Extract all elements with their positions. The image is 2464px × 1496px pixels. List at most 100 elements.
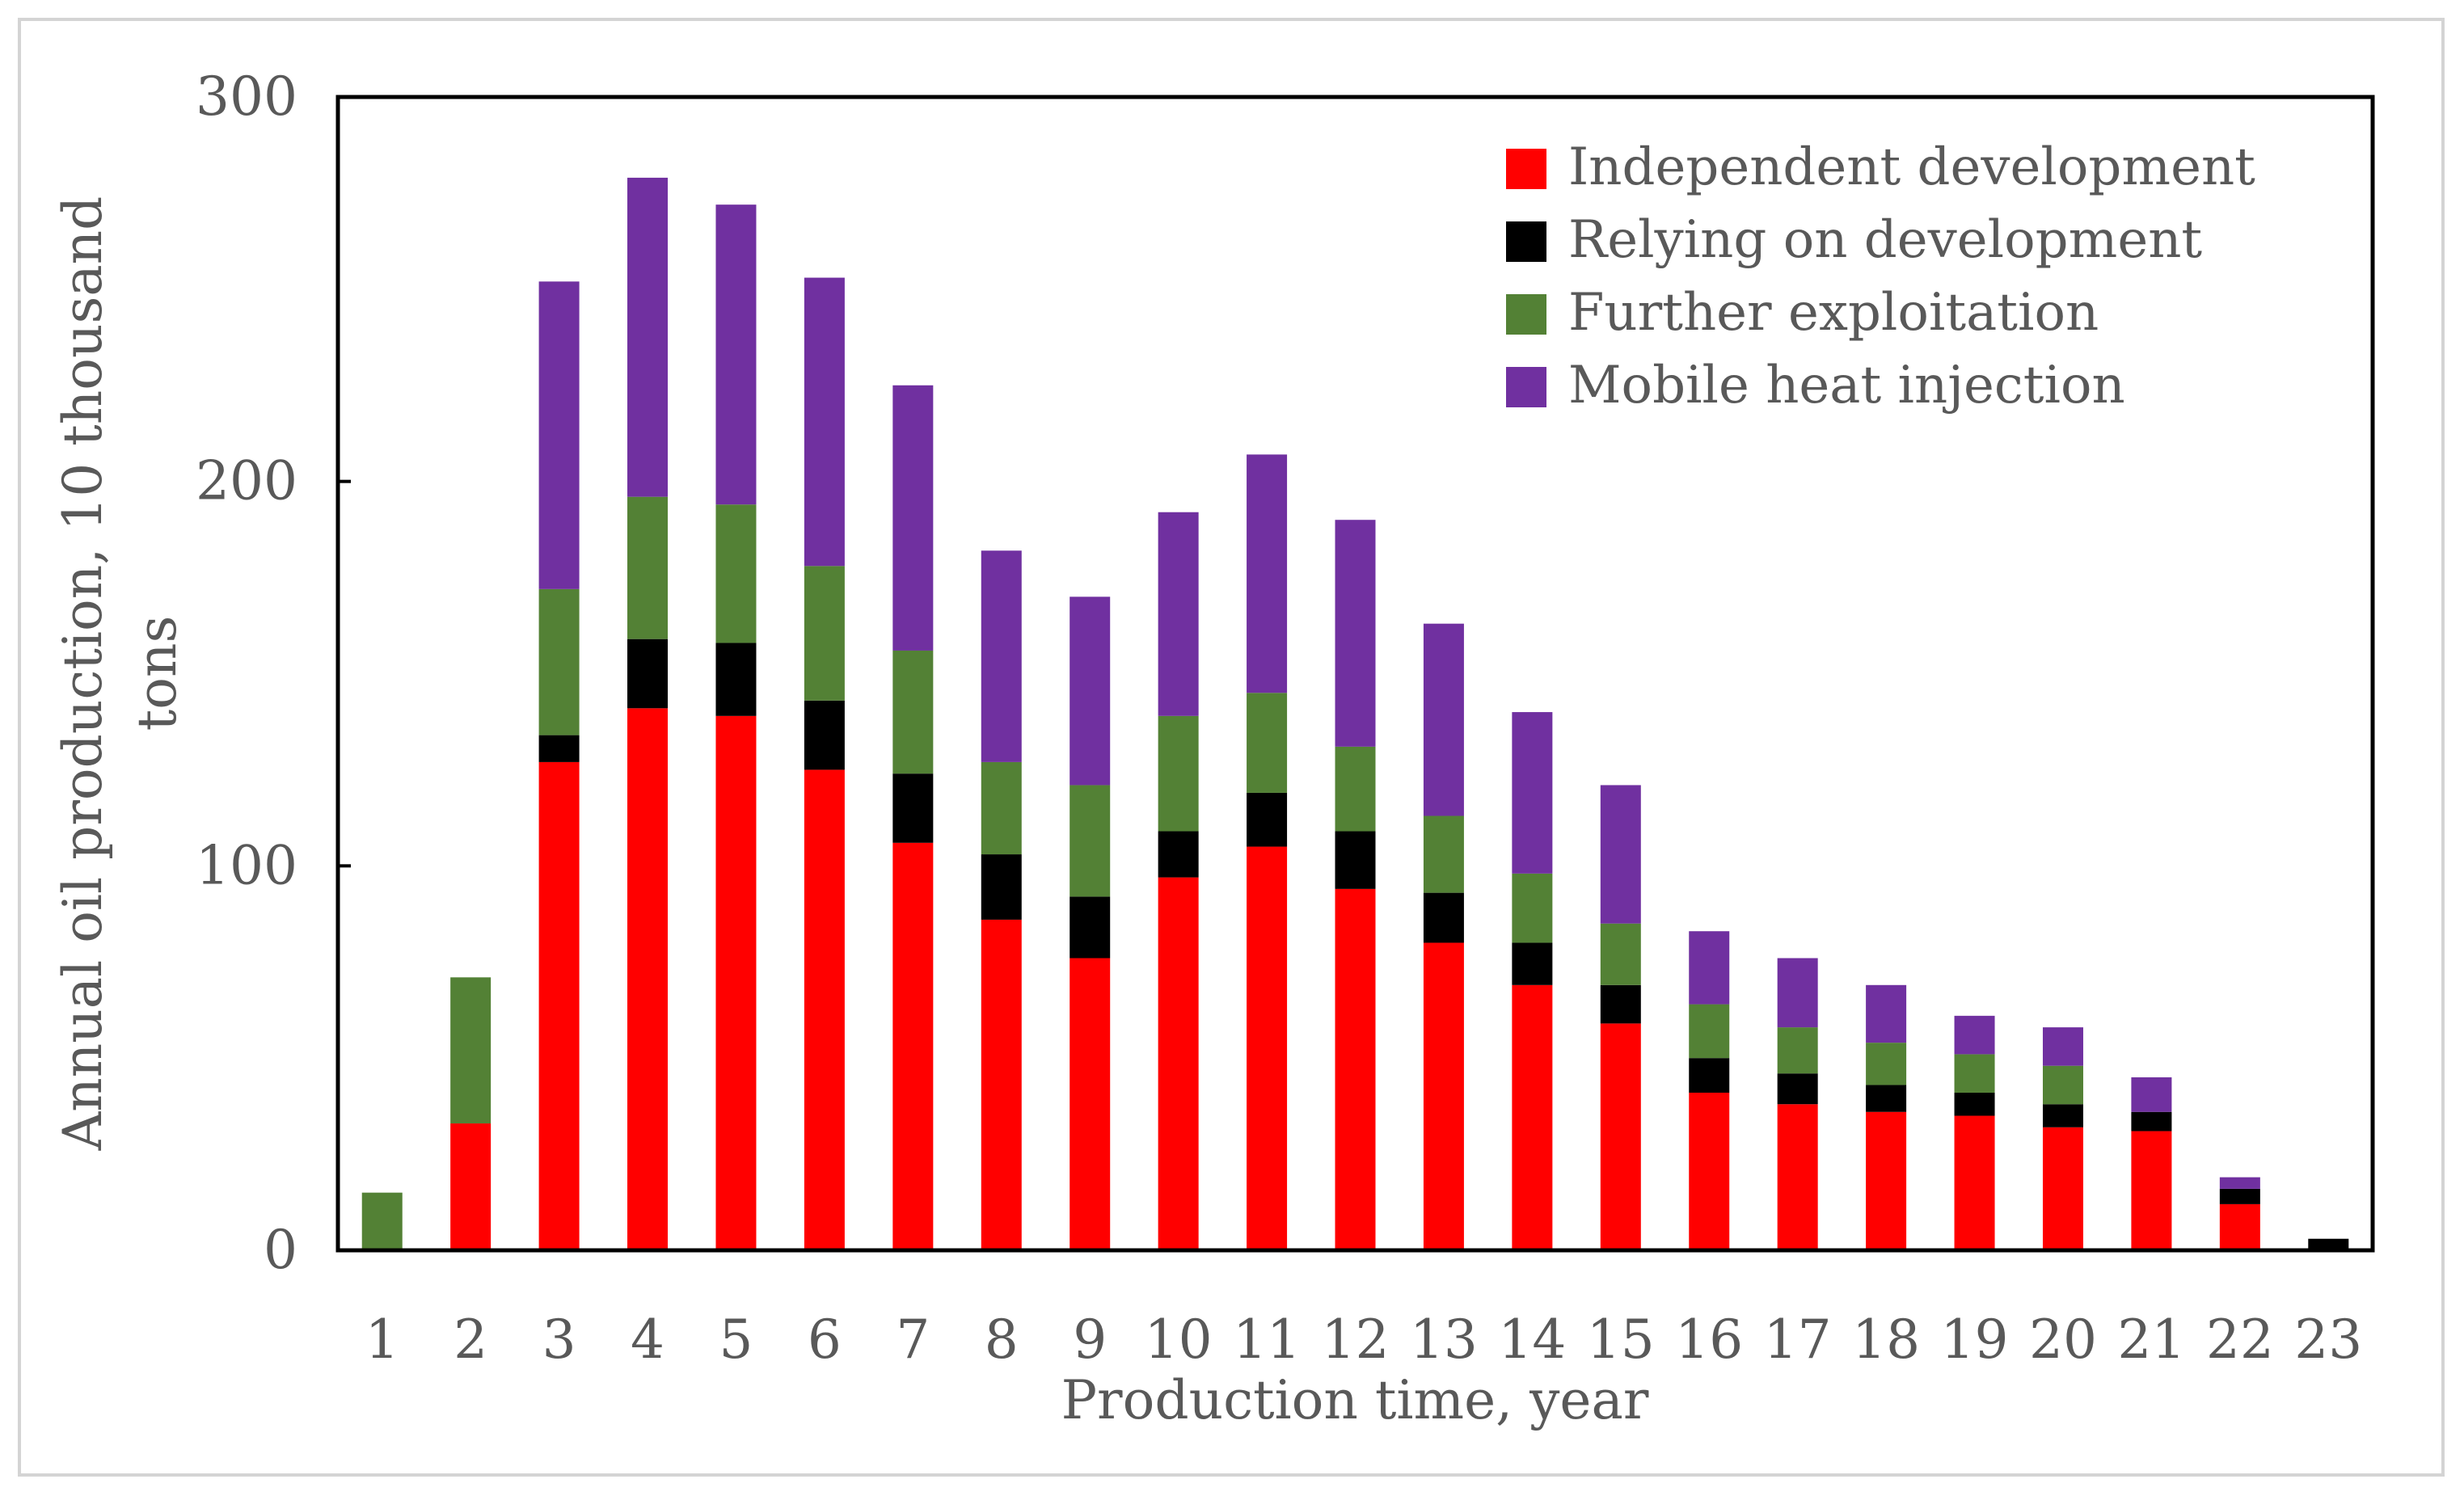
bar-year-5-series-4: [715, 204, 757, 505]
bar-year-8-series-1: [981, 919, 1022, 1250]
bar-year-17-series-2: [1777, 1073, 1818, 1105]
bar-year-9-series-1: [1070, 958, 1111, 1250]
bar-year-20-series-1: [2042, 1127, 2083, 1250]
y-axis-title-line-1: Annual oil production, 10 thousand: [52, 196, 114, 1152]
bar-year-19-series-2: [1954, 1092, 1995, 1116]
bar-year-6-series-3: [804, 566, 845, 701]
bar-year-8-series-4: [981, 550, 1022, 762]
bar-year-18-series-4: [1866, 984, 1907, 1043]
legend-swatch-1: [1506, 149, 1546, 189]
bar-year-9-series-2: [1070, 896, 1111, 959]
y-tick-label: 300: [196, 65, 297, 128]
bar-year-16-series-2: [1689, 1058, 1730, 1093]
bar-year-15-series-2: [1600, 984, 1641, 1024]
bar-year-1-series-3: [361, 1192, 403, 1250]
bar-year-2-series-3: [450, 977, 492, 1124]
bar-year-4-series-4: [627, 177, 669, 497]
x-tick-label: 21: [2117, 1308, 2185, 1371]
bar-year-21-series-4: [2131, 1077, 2172, 1112]
bar-year-4-series-2: [627, 638, 669, 709]
x-tick-label: 23: [2294, 1308, 2362, 1371]
y-tick-label: 0: [264, 1219, 297, 1281]
bar-year-13-series-2: [1423, 892, 1464, 943]
bar-year-21-series-2: [2131, 1111, 2172, 1131]
x-axis-tick-labels: 1 2 3 4 5 6 7 8 9 10 11 12 13 14 15 16 17 18 19 20 21 22 23: [365, 1308, 2363, 1371]
x-tick-label: 7: [896, 1308, 930, 1371]
bar-year-7-series-1: [892, 842, 934, 1250]
bar-year-22-series-4: [2219, 1177, 2260, 1189]
bar-year-20-series-2: [2042, 1104, 2083, 1127]
y-axis-ticks: 0 100 200 300: [196, 65, 351, 1281]
x-tick-label: 17: [1764, 1308, 1832, 1371]
bar-year-10-series-2: [1158, 831, 1199, 878]
bar-year-12-series-1: [1335, 888, 1376, 1250]
chart-frame: [18, 18, 2445, 1477]
bar-year-9-series-4: [1070, 596, 1111, 786]
bar-year-12-series-3: [1335, 746, 1376, 832]
bar-year-15-series-3: [1600, 923, 1641, 985]
bar-year-18-series-3: [1866, 1043, 1907, 1085]
bar-year-8-series-2: [981, 854, 1022, 920]
x-tick-label: 6: [808, 1308, 842, 1371]
bar-year-11-series-3: [1247, 693, 1288, 793]
bar-year-17-series-4: [1777, 958, 1818, 1028]
bar-year-18-series-1: [1866, 1111, 1907, 1250]
legend-label-1: Independent development: [1568, 137, 2255, 197]
x-tick-label: 19: [1941, 1308, 2009, 1371]
bar-year-6-series-1: [804, 769, 845, 1250]
y-axis-title: Annual oil production, 10 thousand tons: [52, 196, 188, 1152]
y-tick-label: 200: [196, 450, 297, 512]
x-tick-label: 20: [2029, 1308, 2097, 1371]
bars-layer: [361, 177, 2349, 1250]
bar-year-11-series-1: [1247, 846, 1288, 1250]
x-tick-label: 5: [719, 1308, 753, 1371]
bar-year-8-series-3: [981, 761, 1022, 855]
bar-year-5-series-2: [715, 643, 757, 716]
bar-year-16-series-3: [1689, 1004, 1730, 1059]
bar-year-21-series-1: [2131, 1131, 2172, 1250]
y-tick-label: 100: [196, 834, 297, 896]
bar-year-15-series-1: [1600, 1023, 1641, 1250]
x-axis-title: Production time, year: [1061, 1369, 1649, 1431]
bar-year-14-series-3: [1512, 873, 1553, 943]
legend-swatch-3: [1506, 294, 1546, 335]
x-tick-label: 3: [542, 1308, 576, 1371]
x-tick-label: 12: [1322, 1308, 1390, 1371]
x-tick-label: 15: [1587, 1308, 1655, 1371]
bar-year-6-series-4: [804, 277, 845, 567]
x-tick-label: 13: [1410, 1308, 1478, 1371]
bar-year-17-series-3: [1777, 1027, 1818, 1074]
bar-year-14-series-1: [1512, 984, 1553, 1250]
legend-label-3: Further exploitation: [1568, 283, 2099, 343]
bar-year-19-series-4: [1954, 1015, 1995, 1055]
bar-year-10-series-3: [1158, 715, 1199, 832]
legend-swatch-4: [1506, 367, 1546, 407]
x-tick-label: 16: [1675, 1308, 1743, 1371]
bar-year-13-series-4: [1423, 623, 1464, 816]
bar-year-12-series-2: [1335, 831, 1376, 889]
x-tick-label: 22: [2206, 1308, 2274, 1371]
bar-year-7-series-2: [892, 773, 934, 843]
bar-year-3-series-2: [538, 735, 580, 762]
bar-year-20-series-3: [2042, 1065, 2083, 1105]
bar-year-14-series-4: [1512, 712, 1553, 874]
bar-year-15-series-4: [1600, 785, 1641, 924]
bar-year-5-series-3: [715, 504, 757, 643]
bar-year-11-series-2: [1247, 792, 1288, 847]
x-tick-label: 8: [985, 1308, 1019, 1371]
bar-year-23-series-2: [2308, 1238, 2349, 1250]
bar-year-5-series-1: [715, 715, 757, 1250]
bar-year-12-series-4: [1335, 520, 1376, 747]
x-tick-label: 9: [1073, 1308, 1107, 1371]
bar-year-9-series-3: [1070, 785, 1111, 897]
legend-swatch-2: [1506, 221, 1546, 262]
bar-year-22-series-1: [2219, 1203, 2260, 1250]
bar-year-16-series-1: [1689, 1092, 1730, 1250]
bar-year-19-series-1: [1954, 1115, 1995, 1250]
bar-year-17-series-1: [1777, 1104, 1818, 1250]
bar-year-13-series-3: [1423, 815, 1464, 893]
bar-year-2-series-1: [450, 1123, 492, 1250]
x-tick-label: 14: [1498, 1308, 1566, 1371]
bar-year-4-series-1: [627, 708, 669, 1250]
